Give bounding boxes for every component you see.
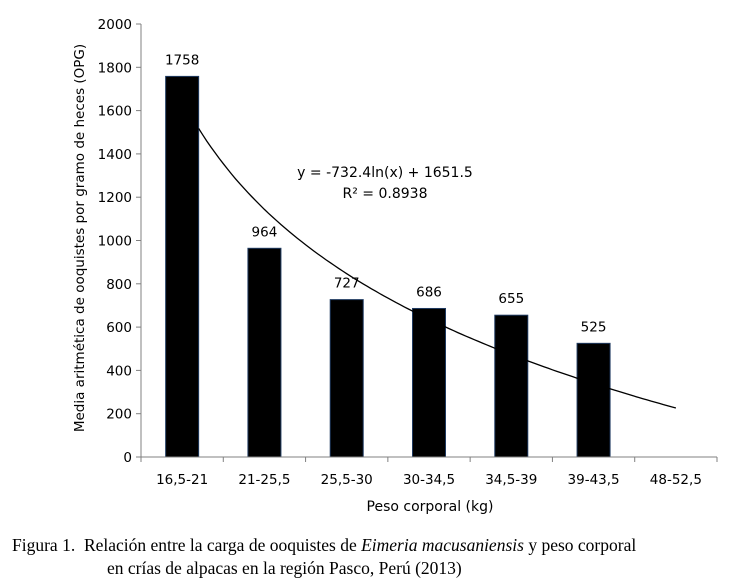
trendline-r2: R² = 0.8938 — [343, 186, 428, 202]
bar — [494, 314, 529, 458]
y-tick-label: 1000 — [98, 234, 132, 250]
x-tick-label: 25,5-30 — [321, 472, 373, 488]
bar — [329, 299, 364, 458]
caption-line-2: en crías de alpacas en la región Pasco, … — [107, 558, 462, 578]
y-tick-label: 1200 — [98, 190, 132, 206]
x-tick-label: 39-43,5 — [568, 472, 620, 488]
caption-text-after: y peso corporal — [523, 535, 637, 555]
caption-species: Eimeria macusaniensis — [361, 535, 524, 555]
trendline-equation: y = -732.4ln(x) + 1651.5 — [297, 165, 473, 181]
y-axis-label: Media aritmética de ooquistes por gramo … — [72, 44, 88, 432]
x-tick-label: 21-25,5 — [238, 472, 290, 488]
x-tick-label: 16,5-21 — [156, 472, 208, 488]
data-label: 727 — [334, 276, 360, 292]
bar — [165, 75, 200, 458]
data-label: 525 — [581, 319, 607, 335]
y-tick-label: 0 — [123, 450, 132, 466]
x-tick-label: 34,5-39 — [485, 472, 537, 488]
y-tick-label: 2000 — [98, 17, 132, 33]
caption-label: Figura 1. — [12, 535, 76, 555]
y-tick-label: 200 — [106, 407, 132, 423]
x-tick-label: 30-34,5 — [403, 472, 455, 488]
x-tick-label: 48-52,5 — [650, 472, 702, 488]
y-tick-label: 800 — [106, 277, 132, 293]
y-tick-label: 400 — [106, 363, 132, 379]
data-label: 655 — [498, 291, 524, 307]
data-label: 964 — [252, 224, 278, 240]
caption-line-1: Figura 1. Relación entre la carga de ooq… — [12, 535, 636, 556]
data-label: 1758 — [165, 52, 199, 68]
bar — [412, 307, 446, 458]
bar — [247, 247, 282, 458]
y-tick-label: 1400 — [98, 147, 132, 163]
data-label: 686 — [416, 284, 442, 300]
bar — [576, 342, 611, 458]
y-tick-label: 1800 — [98, 60, 132, 76]
y-tick-label: 600 — [106, 320, 132, 336]
trendline — [198, 128, 677, 409]
y-tick-label: 1600 — [98, 104, 132, 120]
x-axis-label: Peso corporal (kg) — [367, 499, 494, 515]
caption-text: Relación entre la carga de ooquistes de — [83, 535, 362, 555]
